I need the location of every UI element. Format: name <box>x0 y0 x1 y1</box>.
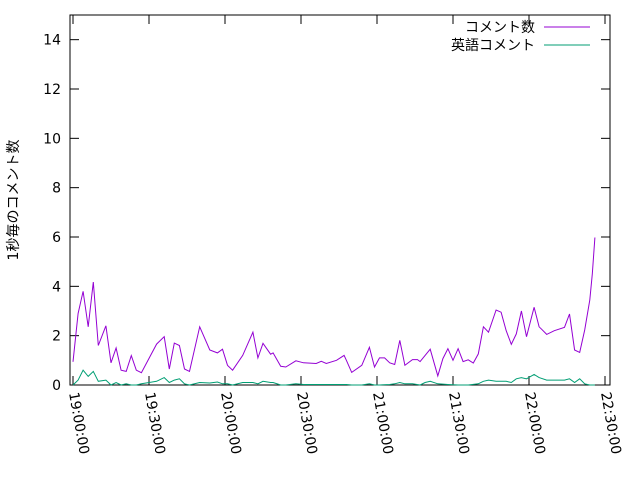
y-tick-label: 10 <box>43 131 61 147</box>
x-tick-label: 19:00:00 <box>65 391 92 456</box>
legend-label: コメント数 <box>465 20 535 36</box>
series-line-1 <box>72 369 595 386</box>
y-tick-label: 4 <box>52 279 61 295</box>
plot-frame <box>69 14 611 386</box>
x-tick-label: 21:30:00 <box>445 391 472 456</box>
x-tick-label: 19:30:00 <box>141 391 168 456</box>
x-axis: 19:00:00 19:30:00 20:00:00 20:30:00 21:00:00… <box>65 15 624 456</box>
y-axis-label: 1秒毎のコメント数 <box>6 140 22 261</box>
x-tick-label: 20:30:00 <box>293 391 320 456</box>
x-tick-label: 22:00:00 <box>521 391 548 456</box>
y-tick-label: 6 <box>52 230 61 246</box>
y-tick-label: 8 <box>52 181 61 197</box>
y-tick-label: 14 <box>43 33 61 49</box>
y-tick-label: 0 <box>52 378 61 394</box>
legend-label: 英語コメント <box>451 37 535 54</box>
x-tick-label: 20:00:00 <box>217 391 244 456</box>
y-axis: 0 2 4 6 8 10 12 14 <box>43 33 610 394</box>
series-group <box>72 237 596 386</box>
x-tick-label: 21:00:00 <box>369 391 396 456</box>
series-line-0 <box>72 237 596 378</box>
x-tick-label: 22:30:00 <box>597 391 624 456</box>
y-tick-label: 2 <box>52 329 61 345</box>
y-tick-label: 12 <box>43 82 61 98</box>
